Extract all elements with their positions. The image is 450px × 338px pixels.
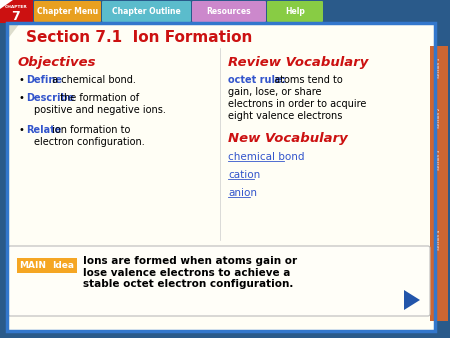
Text: gain, lose, or share: gain, lose, or share xyxy=(228,87,321,97)
Text: positive and negative ions.: positive and negative ions. xyxy=(34,105,166,115)
Text: Section 2: Section 2 xyxy=(437,108,441,128)
Polygon shape xyxy=(0,0,13,9)
FancyBboxPatch shape xyxy=(0,0,450,23)
Text: ion formation to: ion formation to xyxy=(49,125,130,135)
Text: Define: Define xyxy=(26,75,62,85)
Text: Help: Help xyxy=(285,7,305,16)
FancyBboxPatch shape xyxy=(102,1,191,22)
Text: Relate: Relate xyxy=(26,125,61,135)
Text: electrons in order to acquire: electrons in order to acquire xyxy=(228,99,366,109)
Text: anion: anion xyxy=(228,188,257,198)
FancyBboxPatch shape xyxy=(49,258,77,273)
Text: octet rule:: octet rule: xyxy=(228,75,286,85)
Text: Objectives: Objectives xyxy=(18,56,96,69)
Text: Chapter Menu: Chapter Menu xyxy=(37,7,98,16)
Text: chemical bond: chemical bond xyxy=(228,152,305,162)
Polygon shape xyxy=(7,23,20,40)
Text: Idea: Idea xyxy=(52,261,74,270)
Text: Section 1: Section 1 xyxy=(437,58,441,78)
Polygon shape xyxy=(404,290,420,310)
Text: •: • xyxy=(18,125,24,135)
Text: Review Vocabulary: Review Vocabulary xyxy=(228,56,369,69)
Text: New Vocabulary: New Vocabulary xyxy=(228,132,348,145)
Text: •: • xyxy=(18,75,24,85)
Text: MAIN: MAIN xyxy=(19,261,46,270)
Text: Chapter Outline: Chapter Outline xyxy=(112,7,181,16)
FancyBboxPatch shape xyxy=(192,1,266,22)
Text: Ions are formed when atoms gain or
lose valence electrons to achieve a
stable oc: Ions are formed when atoms gain or lose … xyxy=(83,256,297,289)
Text: atoms tend to: atoms tend to xyxy=(271,75,342,85)
Text: 7: 7 xyxy=(12,9,20,23)
Polygon shape xyxy=(43,258,49,273)
Text: CHAPTER: CHAPTER xyxy=(4,5,27,9)
Text: Describe: Describe xyxy=(26,93,74,103)
FancyBboxPatch shape xyxy=(7,23,435,331)
Text: Section 4: Section 4 xyxy=(437,230,441,250)
FancyBboxPatch shape xyxy=(34,1,101,22)
Text: cation: cation xyxy=(228,170,260,180)
FancyBboxPatch shape xyxy=(0,0,33,23)
Text: a chemical bond.: a chemical bond. xyxy=(49,75,136,85)
FancyBboxPatch shape xyxy=(8,246,430,316)
Text: eight valence electrons: eight valence electrons xyxy=(228,111,342,121)
FancyBboxPatch shape xyxy=(17,258,49,273)
FancyBboxPatch shape xyxy=(430,46,448,321)
Text: the formation of: the formation of xyxy=(57,93,139,103)
Text: •: • xyxy=(18,93,24,103)
Text: Resources: Resources xyxy=(207,7,251,16)
FancyBboxPatch shape xyxy=(267,1,323,22)
Text: Section 7.1  Ion Formation: Section 7.1 Ion Formation xyxy=(26,29,252,45)
Text: Section 3: Section 3 xyxy=(437,150,441,170)
Text: electron configuration.: electron configuration. xyxy=(34,137,145,147)
